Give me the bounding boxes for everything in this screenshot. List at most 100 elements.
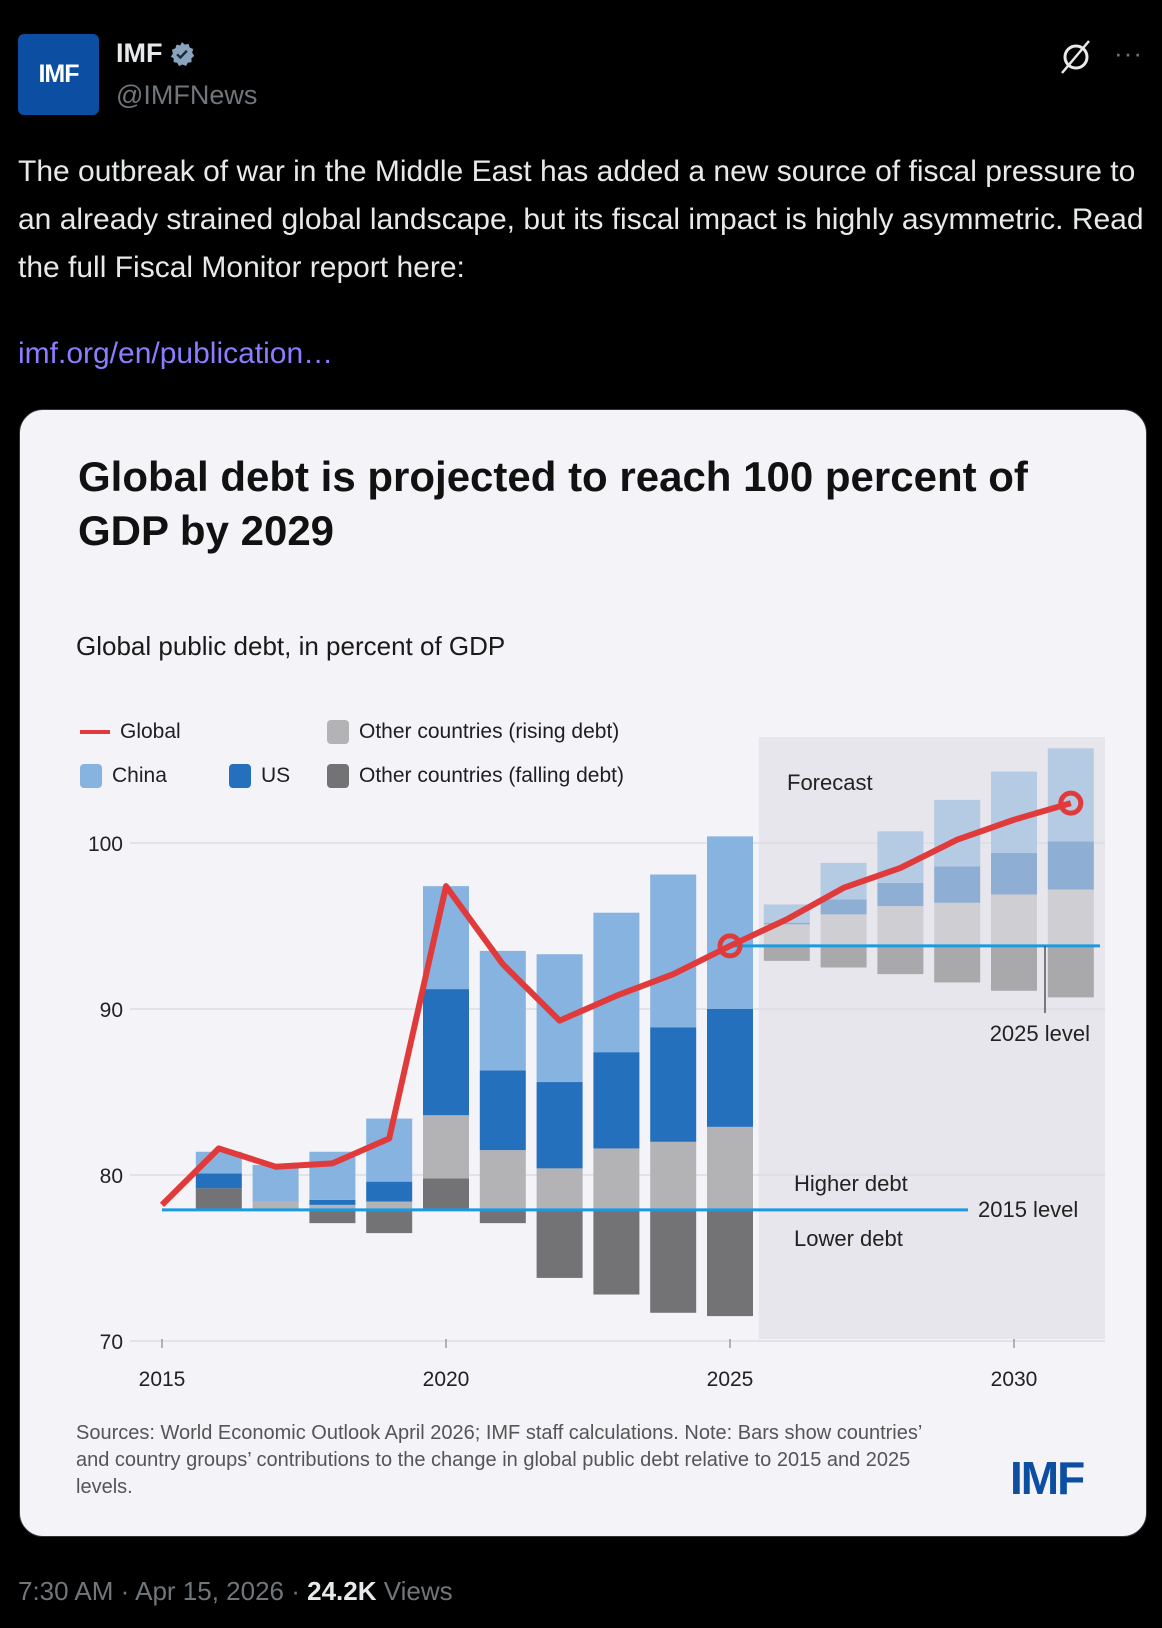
bar-china-2023 [593, 912, 640, 1053]
x-tick-label: 2020 [423, 1368, 470, 1391]
imf-logo: IMF [1010, 1452, 1085, 1504]
legend-rising: Other countries (rising debt) [327, 720, 619, 744]
forecast-region [758, 737, 1105, 1339]
chart-title: Global debt is projected to reach 100 pe… [78, 453, 1028, 554]
bar-falling-2019 [366, 1209, 413, 1234]
verified-badge-icon [170, 41, 194, 66]
legend-china: China [80, 764, 167, 788]
tweet-time[interactable]: 7:30 AM [18, 1576, 114, 1606]
chart-subtitle: Global public debt, in percent of GDP [76, 631, 506, 661]
bar-us-2028 [877, 882, 924, 907]
legend-swatch-china [80, 764, 102, 788]
bar-us-2025 [707, 1009, 753, 1127]
bar-falling-2020 [423, 1178, 469, 1210]
bar-china-2024 [650, 874, 697, 1028]
bar-falling-2023 [593, 1209, 640, 1295]
global-line [159, 800, 1072, 1208]
bar-falling-2026 [763, 945, 810, 961]
bar-falling-2018 [309, 1209, 356, 1224]
y-tick-label: 70 [100, 1331, 123, 1354]
bar-us-2030 [991, 852, 1037, 895]
separator: · [291, 1576, 300, 1606]
author-name[interactable]: IMF [116, 38, 195, 69]
bar-rising-2023 [593, 1148, 640, 1210]
tweet-text: The outbreak of war in the Middle East h… [18, 155, 1144, 284]
bar-falling-2030 [991, 945, 1037, 991]
bar-rising-2031 [1047, 889, 1094, 946]
author-handle[interactable]: @IMFNews [116, 80, 258, 110]
y-tick-label: 100 [88, 833, 123, 856]
bar-falling-2027 [820, 945, 867, 968]
bar-rising-2029 [934, 902, 981, 946]
level-2015-label: 2015 level [978, 1197, 1078, 1222]
legend-swatch-global [80, 730, 110, 734]
bar-falling-2022 [536, 1209, 583, 1278]
bar-rising-2026 [763, 924, 810, 946]
report-link[interactable]: imf.org/en/publication… [18, 337, 334, 370]
bar-us-2019 [366, 1181, 413, 1202]
views-count: 24.2K [307, 1576, 377, 1606]
bar-us-2026 [763, 922, 810, 925]
legend-us: US [229, 764, 290, 788]
bar-us-2022 [536, 1082, 583, 1169]
x-tick-label: 2030 [991, 1368, 1038, 1391]
bar-rising-2017 [252, 1201, 299, 1210]
level-2025-label: 2025 level [990, 1021, 1090, 1046]
y-tick-label: 80 [100, 1165, 123, 1188]
bar-china-2017 [252, 1165, 299, 1202]
y-tick-label: 90 [100, 999, 123, 1022]
global-marker-2031 [1058, 790, 1084, 816]
tweet-date[interactable]: Apr 15, 2026 [135, 1576, 284, 1606]
bar-us-2024 [650, 1027, 697, 1142]
bar-china-2025 [707, 836, 753, 1009]
bar-rising-2021 [479, 1150, 526, 1210]
more-icon[interactable]: ··· [1114, 38, 1143, 68]
bar-china-2020 [423, 886, 469, 990]
bar-us-2016 [195, 1173, 242, 1189]
legend-swatch-rising [327, 720, 349, 744]
legend-global: Global [80, 720, 181, 744]
chart-note: Sources: World Economic Outlook April 20… [76, 1422, 922, 1498]
bar-us-2021 [479, 1070, 526, 1151]
bar-us-2020 [423, 989, 469, 1116]
legend-label: Global [120, 720, 181, 743]
bar-falling-2031 [1047, 945, 1094, 998]
views-label: Views [383, 1576, 453, 1606]
bar-us-2029 [934, 866, 981, 903]
bar-china-2021 [479, 950, 526, 1071]
higher-debt-label: Higher debt [794, 1171, 908, 1196]
author-name-text: IMF [116, 38, 163, 68]
legend-label: Other countries (falling debt) [359, 764, 624, 787]
legend-label: China [112, 764, 167, 787]
bar-us-2031 [1047, 841, 1094, 890]
grok-icon[interactable] [1056, 38, 1094, 76]
forecast-label: Forecast [787, 770, 873, 795]
x-tick-label: 2015 [139, 1368, 186, 1391]
bar-rising-2025 [707, 1126, 753, 1210]
bar-falling-2021 [479, 1209, 526, 1224]
bar-rising-2019 [366, 1201, 413, 1210]
bar-us-2023 [593, 1052, 640, 1149]
bar-falling-2028 [877, 945, 924, 975]
legend-swatch-us [229, 764, 251, 788]
tweet-meta: 7:30 AM · Apr 15, 2026 · 24.2K Views [18, 1576, 453, 1607]
bar-rising-2028 [877, 906, 924, 946]
bar-us-2027 [820, 899, 867, 915]
legend-falling: Other countries (falling debt) [327, 764, 624, 788]
bar-us-2018 [309, 1199, 356, 1205]
bar-rising-2030 [991, 894, 1037, 946]
bar-china-2026 [763, 904, 810, 923]
x-tick-label: 2025 [707, 1368, 754, 1391]
bar-rising-2027 [820, 914, 867, 946]
bar-falling-2016 [195, 1188, 242, 1210]
legend-label: US [261, 764, 291, 787]
bar-rising-2022 [536, 1168, 583, 1210]
bar-falling-2025 [707, 1209, 753, 1317]
bar-rising-2018 [309, 1204, 356, 1210]
lower-debt-label: Lower debt [794, 1226, 903, 1251]
bar-rising-2020 [423, 1115, 469, 1179]
legend-swatch-falling [327, 764, 349, 788]
global-marker-2025 [717, 933, 743, 959]
avatar[interactable]: IMF [18, 34, 99, 115]
